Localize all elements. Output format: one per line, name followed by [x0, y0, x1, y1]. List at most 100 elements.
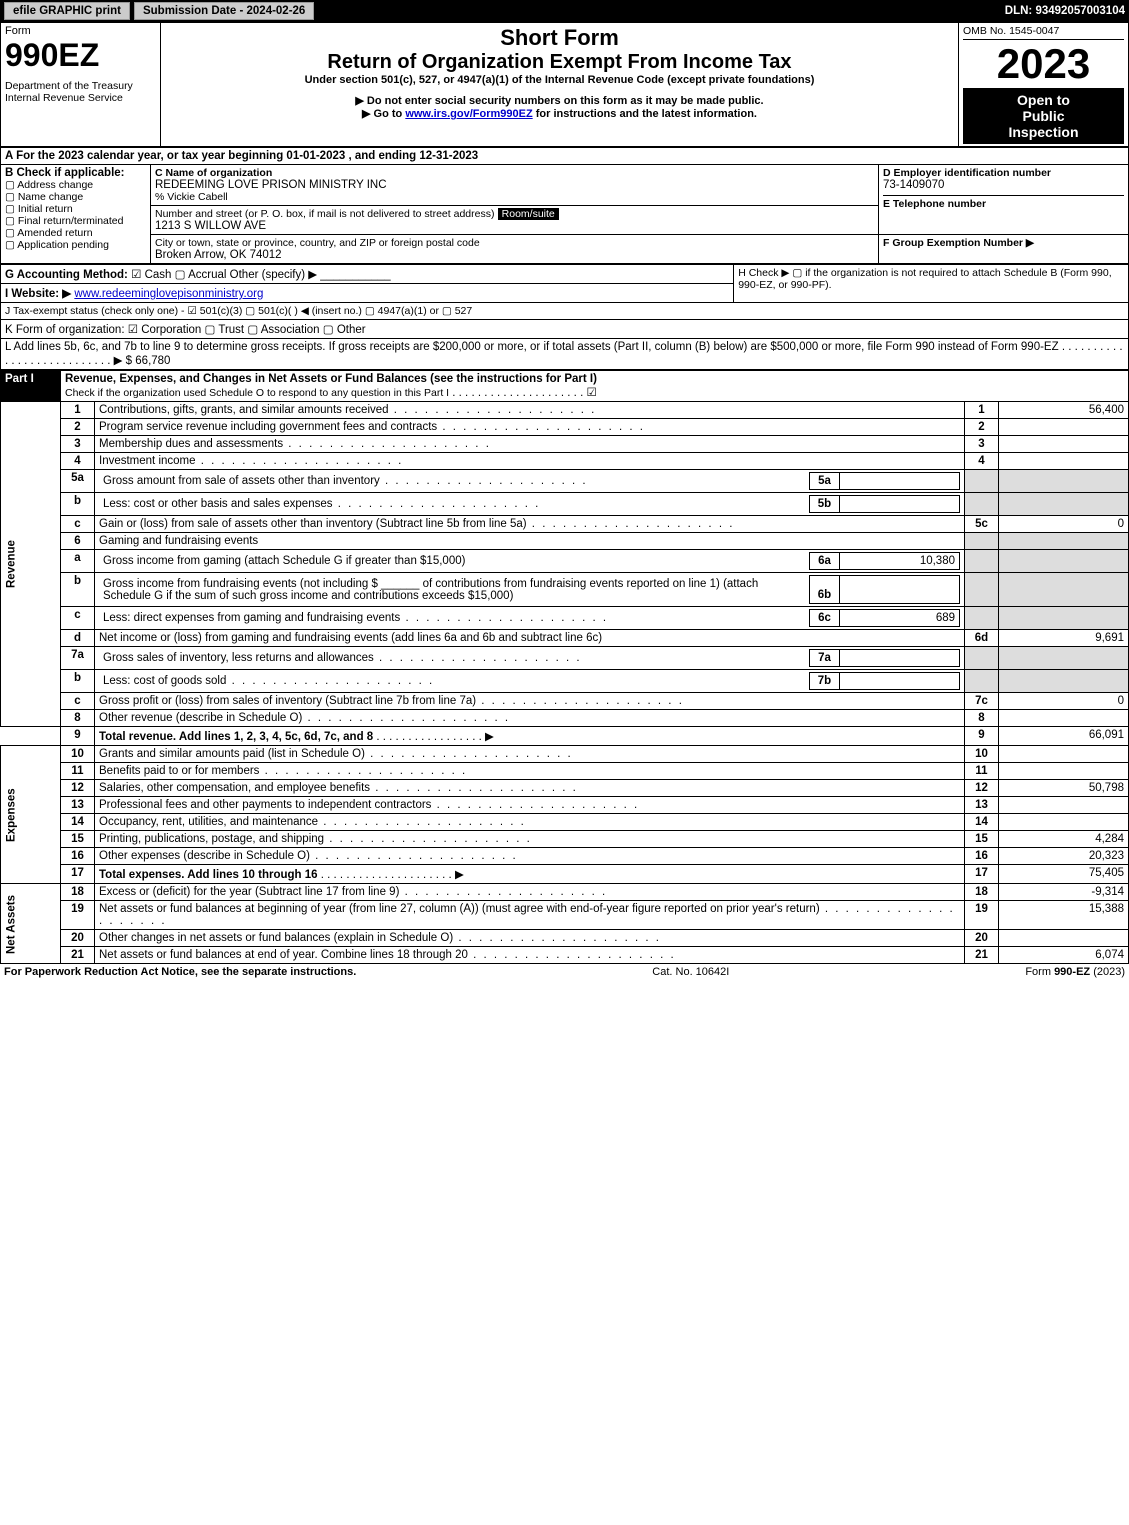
checkbox-address-change[interactable]: ▢ Address change [5, 179, 146, 191]
line-value [999, 710, 1129, 727]
line-value [999, 763, 1129, 780]
line-rn: 7c [965, 693, 999, 710]
line-label: Total expenses. Add lines 10 through 16 … [95, 865, 965, 884]
line-num: 9 [61, 727, 95, 746]
shade-cell [999, 573, 1129, 607]
line-num: 3 [61, 436, 95, 453]
shade-cell [999, 550, 1129, 573]
line-rn: 19 [965, 901, 999, 930]
line-label: Gaming and fundraising events [95, 533, 965, 550]
efile-print-button[interactable]: efile GRAPHIC print [4, 2, 130, 20]
line-rn: 8 [965, 710, 999, 727]
line-num: 15 [61, 831, 95, 848]
line-num: 10 [61, 746, 95, 763]
tax-year: 2023 [963, 40, 1124, 88]
line-num: 6 [61, 533, 95, 550]
part1-table: Part I Revenue, Expenses, and Changes in… [0, 370, 1129, 964]
line-label: Investment income [95, 453, 965, 470]
line-label: Salaries, other compensation, and employ… [95, 780, 965, 797]
shade-cell [965, 470, 999, 493]
line-num: 4 [61, 453, 95, 470]
line-rn: 20 [965, 930, 999, 947]
other-specify[interactable]: Other (specify) ▶ [230, 269, 317, 281]
section-c-city: City or town, state or province, country… [151, 235, 879, 264]
line-value: 9,691 [999, 630, 1129, 647]
submission-date-badge: Submission Date - 2024-02-26 [134, 2, 314, 20]
shade-cell [965, 607, 999, 630]
line-num: 2 [61, 419, 95, 436]
line-7a-row: Gross sales of inventory, less returns a… [95, 647, 965, 670]
section-b: B Check if applicable: ▢ Address change … [1, 165, 151, 264]
line-num: 13 [61, 797, 95, 814]
checkbox-accrual[interactable]: ▢ Accrual [175, 269, 227, 281]
line-num: 11 [61, 763, 95, 780]
part1-checkbox[interactable]: ☑ [586, 387, 596, 399]
shade-cell [999, 607, 1129, 630]
part1-label: Part I [1, 371, 61, 402]
main-title: Return of Organization Exempt From Incom… [165, 51, 954, 74]
section-d-e: D Employer identification number 73-1409… [879, 165, 1129, 235]
line-value [999, 930, 1129, 947]
line-value [999, 746, 1129, 763]
line-num: 16 [61, 848, 95, 865]
line-value: 75,405 [999, 865, 1129, 884]
line-label: Excess or (deficit) for the year (Subtra… [95, 884, 965, 901]
open-to-public-box: Open to Public Inspection [963, 88, 1124, 144]
line-5a-row: Gross amount from sale of assets other t… [95, 470, 965, 493]
shade-cell [999, 533, 1129, 550]
form-header-table: Form 990EZ Department of the Treasury In… [0, 22, 1129, 147]
line-value: 0 [999, 516, 1129, 533]
section-k: K Form of organization: ☑ Corporation ▢ … [1, 320, 1129, 339]
line-rn: 5c [965, 516, 999, 533]
section-g: G Accounting Method: ☑ Cash ▢ Accrual Ot… [1, 265, 734, 284]
line-value [999, 797, 1129, 814]
department-label: Department of the Treasury Internal Reve… [5, 80, 156, 104]
form-word: Form [5, 25, 156, 37]
line-value: 15,388 [999, 901, 1129, 930]
shade-cell [999, 670, 1129, 693]
section-i: I Website: ▶ www.redeeminglovepisonminis… [1, 284, 734, 303]
shade-cell [965, 550, 999, 573]
line-5b-row: Less: cost or other basis and sales expe… [95, 493, 965, 516]
section-a-table: A For the 2023 calendar year, or tax yea… [0, 147, 1129, 264]
line-rn: 17 [965, 865, 999, 884]
section-l: L Add lines 5b, 6c, and 7b to line 9 to … [1, 339, 1129, 370]
shade-cell [999, 493, 1129, 516]
checkbox-final-return[interactable]: ▢ Final return/terminated [5, 215, 146, 227]
shade-cell [999, 470, 1129, 493]
checkbox-amended-return[interactable]: ▢ Amended return [5, 227, 146, 239]
line-value: -9,314 [999, 884, 1129, 901]
paperwork-notice: For Paperwork Reduction Act Notice, see … [4, 966, 356, 978]
line-value: 4,284 [999, 831, 1129, 848]
line-label: Other revenue (describe in Schedule O) [95, 710, 965, 727]
line-value: 66,091 [999, 727, 1129, 746]
ssn-warning: ▶ Do not enter social security numbers o… [165, 94, 954, 107]
line-label: Membership dues and assessments [95, 436, 965, 453]
line-value [999, 436, 1129, 453]
line-num: a [61, 550, 95, 573]
checkbox-cash[interactable]: ☑ Cash [131, 269, 171, 281]
line-label: Program service revenue including govern… [95, 419, 965, 436]
checkbox-application-pending[interactable]: ▢ Application pending [5, 239, 146, 251]
line-rn: 12 [965, 780, 999, 797]
line-label: Benefits paid to or for members [95, 763, 965, 780]
line-label: Total revenue. Add lines 1, 2, 3, 4, 5c,… [95, 727, 965, 746]
irs-link[interactable]: www.irs.gov/Form990EZ [405, 108, 532, 120]
line-rn: 14 [965, 814, 999, 831]
subtitle: Under section 501(c), 527, or 4947(a)(1)… [165, 74, 954, 86]
cat-no: Cat. No. 10642I [652, 966, 729, 978]
line-num: c [61, 693, 95, 710]
section-h: H Check ▶ ▢ if the organization is not r… [734, 265, 1129, 303]
website-link[interactable]: www.redeeminglovepisonministry.org [74, 288, 263, 300]
shade-cell [965, 533, 999, 550]
line-label: Other expenses (describe in Schedule O) [95, 848, 965, 865]
top-bar: efile GRAPHIC print Submission Date - 20… [0, 0, 1129, 22]
section-c-street: Number and street (or P. O. box, if mail… [151, 206, 879, 235]
checkbox-initial-return[interactable]: ▢ Initial return [5, 203, 146, 215]
checkbox-name-change[interactable]: ▢ Name change [5, 191, 146, 203]
line-num: 8 [61, 710, 95, 727]
line-rn: 21 [965, 947, 999, 964]
line-label: Net income or (loss) from gaming and fun… [95, 630, 965, 647]
line-7b-row: Less: cost of goods sold 7b [95, 670, 965, 693]
line-num: d [61, 630, 95, 647]
